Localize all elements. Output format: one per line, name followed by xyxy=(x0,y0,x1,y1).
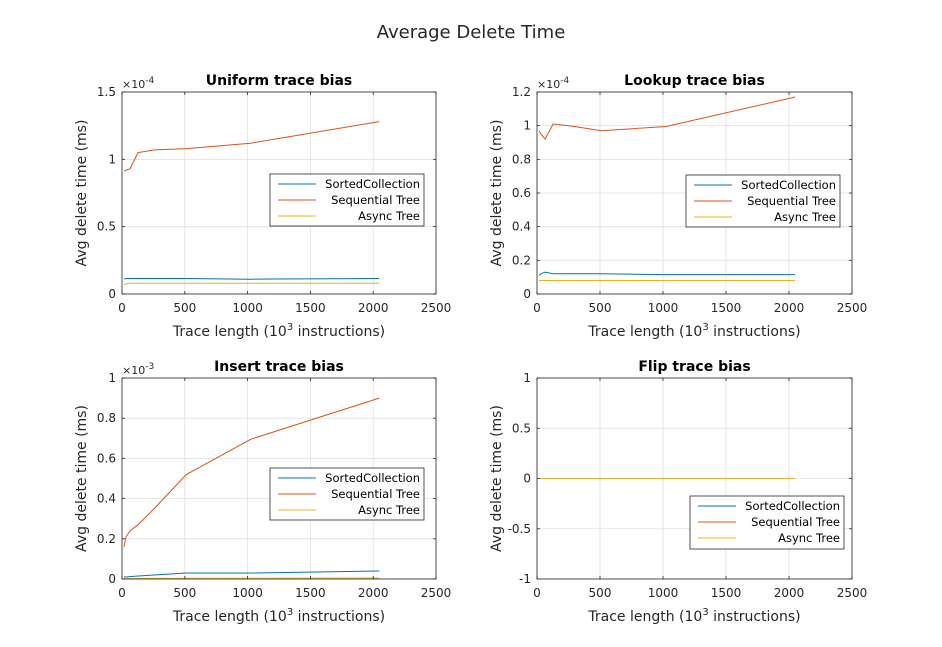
subplot-title: Uniform trace bias xyxy=(206,73,353,89)
subplot-3: 0 500 1000 1500 2000 2500 0 0.2 0.4 0.6 0.8 1 ×10-3 I… xyxy=(74,359,451,625)
series-line-sequential-tree xyxy=(123,397,380,547)
x-tick-label: 1500 xyxy=(711,586,742,600)
legend-entry: Async Tree xyxy=(778,531,840,545)
subplot-1: 0 500 1000 1500 2000 2500 0 0.5 1 1.5 ×10-4 Uniform… xyxy=(74,73,451,340)
x-tick-label: 2500 xyxy=(421,301,452,315)
y-tick-label: 0.6 xyxy=(97,451,116,465)
x-tick-label: 1500 xyxy=(295,301,326,315)
legend: SortedCollection Sequential Tree Async Tre… xyxy=(269,467,425,521)
y-tick-label: 0.4 xyxy=(512,220,531,234)
legend: SortedCollection Sequential Tree Async Tre… xyxy=(689,495,845,550)
x-tick-label: 1500 xyxy=(295,586,326,600)
x-tick-label: 1500 xyxy=(711,301,742,315)
axes-box xyxy=(121,91,437,295)
y-tick-label: 0.4 xyxy=(97,492,116,506)
x-tick-label: 0 xyxy=(118,586,126,600)
y-tick-label: 0.6 xyxy=(512,186,531,200)
x-tick-label: 0 xyxy=(533,586,541,600)
x-tick-label: 1000 xyxy=(232,586,263,600)
x-tick-label: 2000 xyxy=(358,301,389,315)
x-axis-label: Trace length (103 instructions) xyxy=(587,322,800,340)
legend-entry: SortedCollection xyxy=(325,471,420,485)
y-axis-label: Avg delete time (ms) xyxy=(489,120,505,267)
legend-entry: Async Tree xyxy=(358,209,420,223)
series-line-sortedcollection xyxy=(123,278,380,280)
x-tick-label: 500 xyxy=(589,301,612,315)
x-axis-label: Trace length (103 instructions) xyxy=(172,322,385,340)
y-tick-label: 0.5 xyxy=(512,421,531,435)
x-tick-label: 1000 xyxy=(648,301,679,315)
x-tick-label: 2000 xyxy=(358,586,389,600)
legend-entry: SortedCollection xyxy=(745,499,840,513)
subplot-2: 0 500 1000 1500 2000 2500 0 0.2 0.4 0.6 0.8 1 1.2 ×10… xyxy=(489,73,867,340)
subplot-title: Lookup trace bias xyxy=(624,73,765,89)
x-tick-label: 2000 xyxy=(774,586,805,600)
legend: SortedCollection Sequential Tree Async Tre… xyxy=(685,174,841,228)
x-tick-label: 1000 xyxy=(648,586,679,600)
legend: SortedCollection Sequential Tree Async Tre… xyxy=(269,173,425,227)
legend-entry: Sequential Tree xyxy=(747,194,836,208)
y-tick-label: 0.8 xyxy=(97,411,116,425)
y-tick-label: 0.5 xyxy=(97,220,116,234)
subplot-title: Insert trace bias xyxy=(214,359,344,375)
legend-entry: Sequential Tree xyxy=(331,487,420,501)
series-line-sortedcollection xyxy=(124,570,380,578)
x-tick-label: 1000 xyxy=(232,301,263,315)
legend-entry: Async Tree xyxy=(358,503,420,517)
x-tick-label: 0 xyxy=(533,301,541,315)
x-tick-label: 500 xyxy=(589,586,612,600)
subplot-title: Flip trace bias xyxy=(638,359,750,375)
y-tick-label: 1 xyxy=(108,371,116,385)
series-line-async-tree xyxy=(123,282,380,286)
legend-entry: Sequential Tree xyxy=(331,193,420,207)
x-tick-label: 500 xyxy=(173,301,196,315)
y-tick-label: 0.2 xyxy=(97,532,116,546)
series-line-sequential-tree xyxy=(123,121,380,172)
y-tick-label: 1 xyxy=(108,152,116,166)
subplot-4: 0 500 1000 1500 2000 2500 -1 -0.5 0 0.5 1 Flip trac… xyxy=(489,359,867,625)
y-tick-label: 0 xyxy=(108,572,116,586)
figure-title: Average Delete Time xyxy=(377,22,566,43)
y-exponent-label: ×10-4 xyxy=(537,76,569,91)
y-tick-label: -0.5 xyxy=(508,522,531,536)
series-line-sequential-tree xyxy=(538,96,796,140)
y-tick-label: -1 xyxy=(519,572,531,586)
y-tick-label: 1.5 xyxy=(97,85,116,99)
y-exponent-label: ×10-4 xyxy=(122,76,154,91)
series-line-sortedcollection xyxy=(538,271,795,276)
x-tick-label: 2500 xyxy=(837,586,868,600)
y-tick-label: 0.8 xyxy=(512,152,531,166)
y-tick-label: 0 xyxy=(523,472,531,486)
legend-entry: SortedCollection xyxy=(325,177,420,191)
legend-entry: Sequential Tree xyxy=(751,515,840,529)
x-tick-label: 500 xyxy=(173,586,196,600)
y-tick-label: 1 xyxy=(523,371,531,385)
y-axis-label: Avg delete time (ms) xyxy=(489,405,505,552)
x-axis-label: Trace length (103 instructions) xyxy=(172,607,385,625)
y-tick-label: 1 xyxy=(523,119,531,133)
x-tick-label: 2500 xyxy=(421,586,452,600)
x-tick-label: 2000 xyxy=(774,301,805,315)
y-axis-label: Avg delete time (ms) xyxy=(74,405,90,552)
x-axis-label: Trace length (103 instructions) xyxy=(587,607,800,625)
y-exponent-label: ×10-3 xyxy=(122,362,154,377)
y-axis-label: Avg delete time (ms) xyxy=(74,120,90,267)
legend-entry: SortedCollection xyxy=(741,178,836,192)
legend-entry: Async Tree xyxy=(774,210,836,224)
axes-box xyxy=(121,377,437,580)
y-tick-label: 1.2 xyxy=(512,85,531,99)
x-tick-label: 0 xyxy=(118,301,126,315)
series-line-async-tree xyxy=(124,577,380,580)
y-tick-label: 0 xyxy=(523,287,531,301)
x-tick-label: 2500 xyxy=(837,301,868,315)
y-tick-label: 0.2 xyxy=(512,253,531,267)
y-tick-label: 0 xyxy=(108,287,116,301)
